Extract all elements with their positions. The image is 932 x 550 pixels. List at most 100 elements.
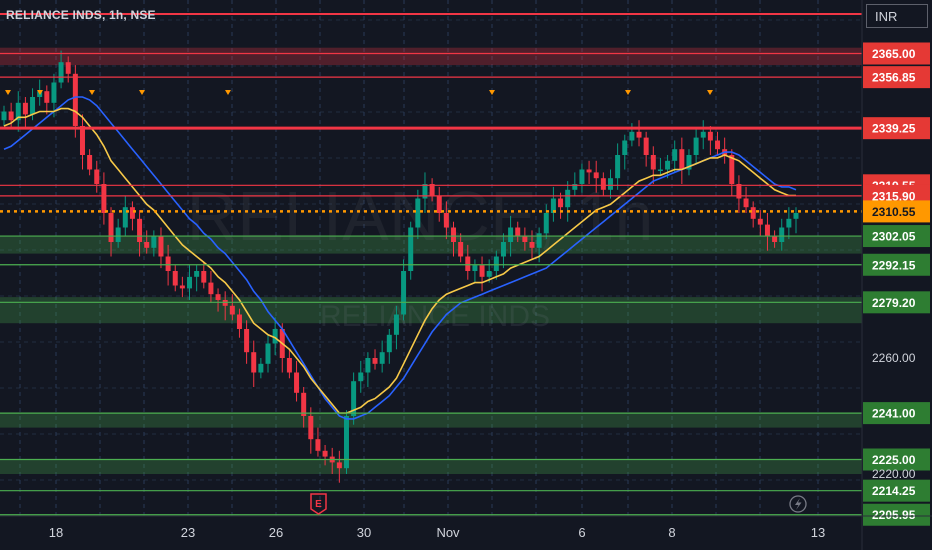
svg-text:E: E xyxy=(315,499,322,510)
candle-body xyxy=(144,242,150,248)
candle-body xyxy=(622,140,628,155)
candle-body xyxy=(779,227,785,242)
candle-body xyxy=(493,256,499,271)
candle-body xyxy=(122,207,128,228)
candle-body xyxy=(208,282,214,295)
candle-body xyxy=(44,91,50,103)
price-level-badge xyxy=(863,291,930,314)
candle-body xyxy=(401,271,407,315)
candle-body xyxy=(386,334,392,353)
candle-body xyxy=(215,294,221,300)
candle-body xyxy=(87,155,93,170)
candle-body xyxy=(244,329,250,353)
candle-body xyxy=(579,169,585,184)
candle-body xyxy=(757,218,763,225)
candle-body xyxy=(665,160,671,170)
currency-selector[interactable]: INR xyxy=(866,4,928,28)
candle-body xyxy=(429,184,435,196)
candle-body xyxy=(786,218,792,228)
candle-body xyxy=(351,381,357,416)
candle-body xyxy=(772,236,778,242)
x-tick-label: 26 xyxy=(269,525,283,540)
price-level-badge xyxy=(863,117,930,140)
earnings-E-icon[interactable]: E xyxy=(310,493,327,515)
signal-marker xyxy=(139,90,145,95)
price-level-label: 2339.25 xyxy=(872,122,916,136)
candle-body xyxy=(643,137,649,155)
price-level-label: 2356.85 xyxy=(872,71,916,85)
price-level-label: 2205.95 xyxy=(872,508,916,522)
price-level-label: 2214.25 xyxy=(872,484,916,498)
candle-body xyxy=(465,256,471,271)
price-level-label: 2279.20 xyxy=(872,296,916,310)
candle-body xyxy=(201,271,207,283)
candle-body xyxy=(158,236,164,257)
price-level-label: 2225.00 xyxy=(872,453,916,467)
candle-body xyxy=(436,195,442,213)
candle-body xyxy=(1,111,7,121)
candle-body xyxy=(593,172,599,179)
candle-body xyxy=(72,73,78,126)
price-level-badge xyxy=(863,225,930,248)
candle-body xyxy=(265,343,271,364)
x-tick-label: 30 xyxy=(357,525,371,540)
candle-body xyxy=(8,111,14,121)
candle-body xyxy=(707,131,713,141)
candle-body xyxy=(30,97,36,115)
price-level-badge xyxy=(863,66,930,89)
price-level-label: 2365.00 xyxy=(872,47,916,61)
candle-body xyxy=(379,352,385,364)
x-tick-label: 6 xyxy=(578,525,585,540)
signal-marker xyxy=(89,90,95,95)
ema-fast-line xyxy=(3,107,796,414)
candle-body xyxy=(472,265,478,271)
candle-body xyxy=(15,102,21,121)
y-tick-label: 2220.00 xyxy=(872,467,916,481)
price-level-badge xyxy=(863,448,930,471)
candle-body xyxy=(343,416,349,469)
candle-body xyxy=(172,271,178,286)
candle-body xyxy=(408,227,414,271)
candle-body xyxy=(308,416,314,440)
candle-body xyxy=(365,358,371,373)
signal-marker xyxy=(37,90,43,95)
candle-body xyxy=(137,218,143,242)
support-zone xyxy=(0,459,862,474)
candle-body xyxy=(187,276,193,289)
candle-body xyxy=(650,155,656,170)
candle-body xyxy=(764,224,770,237)
candle-body xyxy=(500,242,506,257)
candle-body xyxy=(58,62,64,83)
candle-body xyxy=(129,207,135,219)
price-level-label: 2241.00 xyxy=(872,407,916,421)
candle-body xyxy=(572,184,578,190)
candle-body xyxy=(607,178,613,190)
candle-body xyxy=(294,372,300,393)
candle-body xyxy=(615,155,621,179)
candle-body xyxy=(629,131,635,141)
candle-body xyxy=(657,169,663,171)
candle-body xyxy=(729,155,735,184)
candle-body xyxy=(422,184,428,199)
signal-marker xyxy=(5,90,11,95)
price-level-label: 2292.15 xyxy=(872,258,916,272)
candle-body xyxy=(165,256,171,271)
signal-marker xyxy=(707,90,713,95)
candle-body xyxy=(679,149,685,170)
candle-body xyxy=(22,102,28,115)
candle-body xyxy=(151,236,157,248)
lightning-icon[interactable] xyxy=(789,495,807,513)
candle-body xyxy=(636,131,642,138)
price-level-badge xyxy=(863,402,930,425)
candle-body xyxy=(693,137,699,155)
candle-body xyxy=(586,169,592,173)
x-tick-label: 8 xyxy=(668,525,675,540)
candle-body xyxy=(515,227,521,237)
price-level-badge xyxy=(863,503,930,526)
price-level-label: 2302.05 xyxy=(872,230,916,244)
candle-body xyxy=(686,155,692,170)
candle-body xyxy=(750,207,756,219)
price-level-badge xyxy=(863,253,930,276)
candle-body xyxy=(743,198,749,208)
